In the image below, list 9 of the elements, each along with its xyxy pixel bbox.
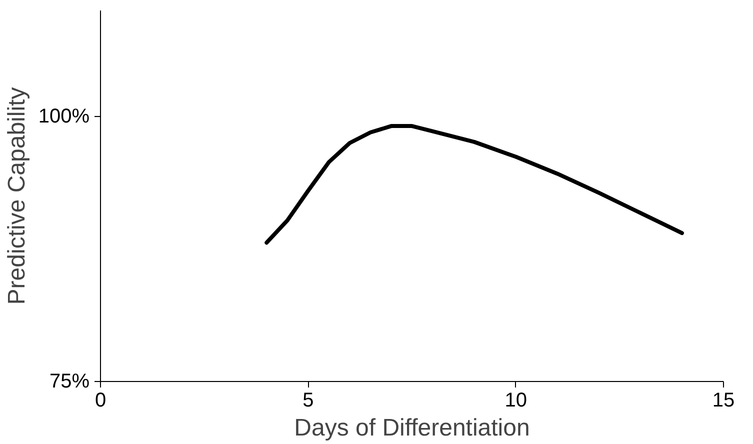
x-tick-label: 5	[302, 390, 314, 412]
y-tick-label: 75%	[49, 370, 90, 392]
y-axis-title: Predictive Capability	[3, 87, 30, 305]
y-tick-label: 100%	[38, 106, 90, 128]
x-axis-title: Days of Differentiation	[294, 414, 530, 442]
x-tick-label: 0	[94, 390, 106, 412]
x-tick-label: 15	[712, 390, 735, 412]
x-tick-label: 10	[504, 390, 527, 412]
line-series	[264, 124, 684, 245]
